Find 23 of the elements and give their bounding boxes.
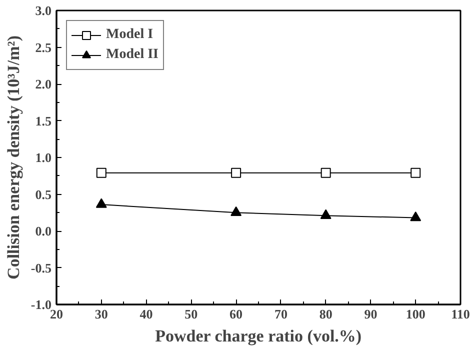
y-tick-label: 0.0 xyxy=(35,224,52,238)
y-tick-label: 1.0 xyxy=(35,150,52,165)
x-tick-label: 80 xyxy=(319,306,332,322)
x-tick-label: 70 xyxy=(274,306,288,322)
y-tick-label: -1.0 xyxy=(30,297,52,312)
x-axis-title: Powder charge ratio (vol.%) xyxy=(155,326,362,346)
y-tick-label: 0.5 xyxy=(35,186,52,202)
x-tick-label: 50 xyxy=(184,306,198,322)
x-tick-label: 60 xyxy=(230,306,243,322)
x-tick-label: 110 xyxy=(451,306,470,322)
y-tick-label: 2.0 xyxy=(35,76,52,92)
legend-label: Model I xyxy=(106,27,154,43)
x-tick-label: 40 xyxy=(140,306,153,322)
x-tick-label: 30 xyxy=(94,306,108,322)
legend-label: Model II xyxy=(106,47,158,63)
x-tick-label: 20 xyxy=(50,306,63,322)
x-tick-label: 100 xyxy=(406,306,426,322)
x-tick-label: 90 xyxy=(364,306,378,322)
y-tick-label: 2.5 xyxy=(35,40,52,55)
y-axis-title: Collision energy density (10³J/m²) xyxy=(4,36,23,280)
y-tick-label: 1.5 xyxy=(35,113,52,128)
y-tick-label: 3.0 xyxy=(35,3,52,18)
y-tick-label: -0.5 xyxy=(30,260,52,276)
